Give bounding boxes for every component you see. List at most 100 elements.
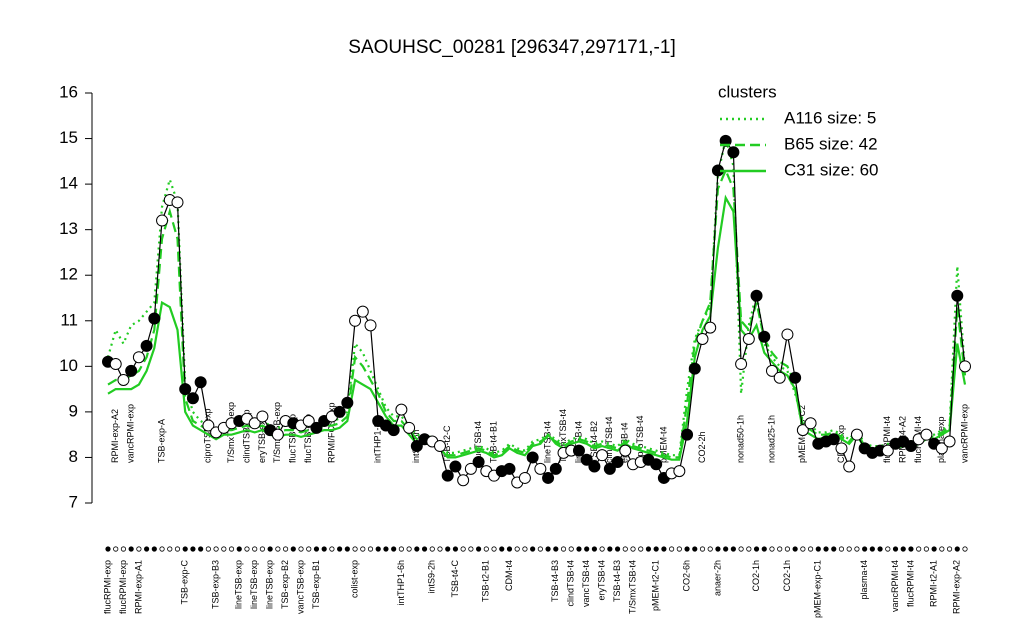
data-point <box>441 469 454 482</box>
x-tick-label: anaer-2h <box>712 560 722 596</box>
rug-dot <box>298 546 304 552</box>
x-tick-label: lineTSB-t4 <box>542 421 552 463</box>
rug-dot <box>499 546 505 552</box>
rug-dot <box>669 546 675 552</box>
data-point <box>472 456 485 468</box>
rug-dot <box>707 546 713 552</box>
x-tick-label: CO2-6h <box>681 560 691 592</box>
legend-label: B65 size: 42 <box>784 134 878 153</box>
data-point <box>171 196 184 209</box>
data-point <box>688 362 701 375</box>
data-point <box>796 424 809 437</box>
rug-dot <box>676 546 682 552</box>
rug-dot <box>869 546 875 552</box>
rug-dot <box>661 546 667 552</box>
data-point <box>140 339 153 352</box>
x-tick-label: pMEM-exp-C1 <box>813 560 823 618</box>
rug-dot <box>128 546 134 552</box>
x-tick-label: RPMI-t2-A1 <box>928 560 938 607</box>
rug-dot <box>738 546 744 552</box>
x-tick-label: clindTSB-exp <box>241 409 251 463</box>
data-point <box>773 371 786 384</box>
data-point <box>109 358 122 371</box>
data-point <box>681 428 694 441</box>
x-tick-label: clindTSB-t4 <box>604 416 614 463</box>
x-tick-label: RPMI-exp-A1 <box>133 560 143 614</box>
data-point <box>395 403 408 416</box>
data-point <box>248 417 261 430</box>
rug-dot <box>352 546 358 552</box>
rug-dot <box>313 546 320 552</box>
rug-dot <box>337 546 343 552</box>
x-tick-label: eryTSB-t4 <box>597 560 607 601</box>
rug-dot <box>622 546 628 552</box>
x-tick-label: eryTSB-exp <box>257 415 267 463</box>
data-point <box>534 462 547 475</box>
data-point <box>572 444 585 457</box>
rug-dot <box>120 546 127 552</box>
rug-dot <box>375 546 381 552</box>
data-point <box>387 424 400 437</box>
y-tick-label: 11 <box>60 310 78 329</box>
rug-dot <box>553 546 559 552</box>
rug-dot <box>699 546 706 552</box>
x-tick-label: RPMI-exp-A2 <box>952 560 962 614</box>
data-point <box>827 433 840 446</box>
x-tick-label: ciproTSB-exp <box>203 408 213 463</box>
rug-dot <box>545 546 551 552</box>
rug-dot <box>267 546 273 552</box>
data-point <box>202 419 215 432</box>
data-point <box>719 134 732 147</box>
rug-dot <box>923 546 929 552</box>
rug-dot <box>838 546 845 552</box>
x-tick-label: TSB-exp-B1 <box>311 560 321 609</box>
rug-dot <box>530 546 536 552</box>
data-point <box>449 460 462 473</box>
x-tick-label: T/SmxTSB-t4 <box>627 560 637 614</box>
data-point <box>526 451 539 464</box>
rug-dot <box>815 546 821 552</box>
rug-dot <box>306 546 312 552</box>
legend-label: A116 size: 5 <box>784 108 876 127</box>
rug-dot <box>414 546 420 552</box>
x-tick-label: flucTSB-exp <box>288 414 298 463</box>
data-point <box>596 449 609 462</box>
x-tick-label: intTHP1-6h <box>396 560 406 606</box>
data-point <box>503 462 516 475</box>
rug-dot <box>823 546 829 552</box>
rug-dot <box>182 546 188 552</box>
rug-dot <box>730 546 736 552</box>
rug-dot <box>475 546 482 552</box>
rug-dot <box>591 546 598 552</box>
rug-dot <box>437 546 443 552</box>
rug-dot <box>946 546 953 552</box>
x-tick-label: TSB-t4-B3 <box>550 560 560 602</box>
rug-dot <box>113 546 119 552</box>
rug-dot <box>576 546 582 552</box>
rug-dot <box>244 546 250 552</box>
data-point <box>935 442 948 455</box>
x-tick-label: T/SmxTSB-exp <box>226 402 236 463</box>
x-tick-label: flucRPMI-exp <box>118 560 128 614</box>
data-point <box>132 351 145 364</box>
x-tick-label: TSB-exp-A <box>156 419 166 463</box>
rug-dot <box>290 546 296 552</box>
data-point <box>850 428 863 441</box>
rug-dot <box>614 546 621 552</box>
chart-title: SAOUHSC_00281 [296347,297171,-1] <box>348 37 675 58</box>
rug-dot <box>460 546 466 552</box>
x-tick-label: T/SmxTSB-t4 <box>558 409 568 463</box>
x-tick-label: TSB-exp-B3 <box>210 560 220 609</box>
data-point <box>179 383 192 396</box>
data-point <box>349 314 362 327</box>
data-point <box>835 442 848 455</box>
data-point <box>156 214 169 227</box>
rug-dot <box>784 546 791 552</box>
rug-dot <box>144 546 150 552</box>
data-point <box>696 333 709 345</box>
rug-dot <box>105 546 111 552</box>
x-tick-label: flucRPMI-exp <box>102 560 112 614</box>
x-tick-label: CO2-1h <box>751 560 761 592</box>
rug-dot <box>537 546 543 552</box>
rug-dot <box>221 546 227 552</box>
